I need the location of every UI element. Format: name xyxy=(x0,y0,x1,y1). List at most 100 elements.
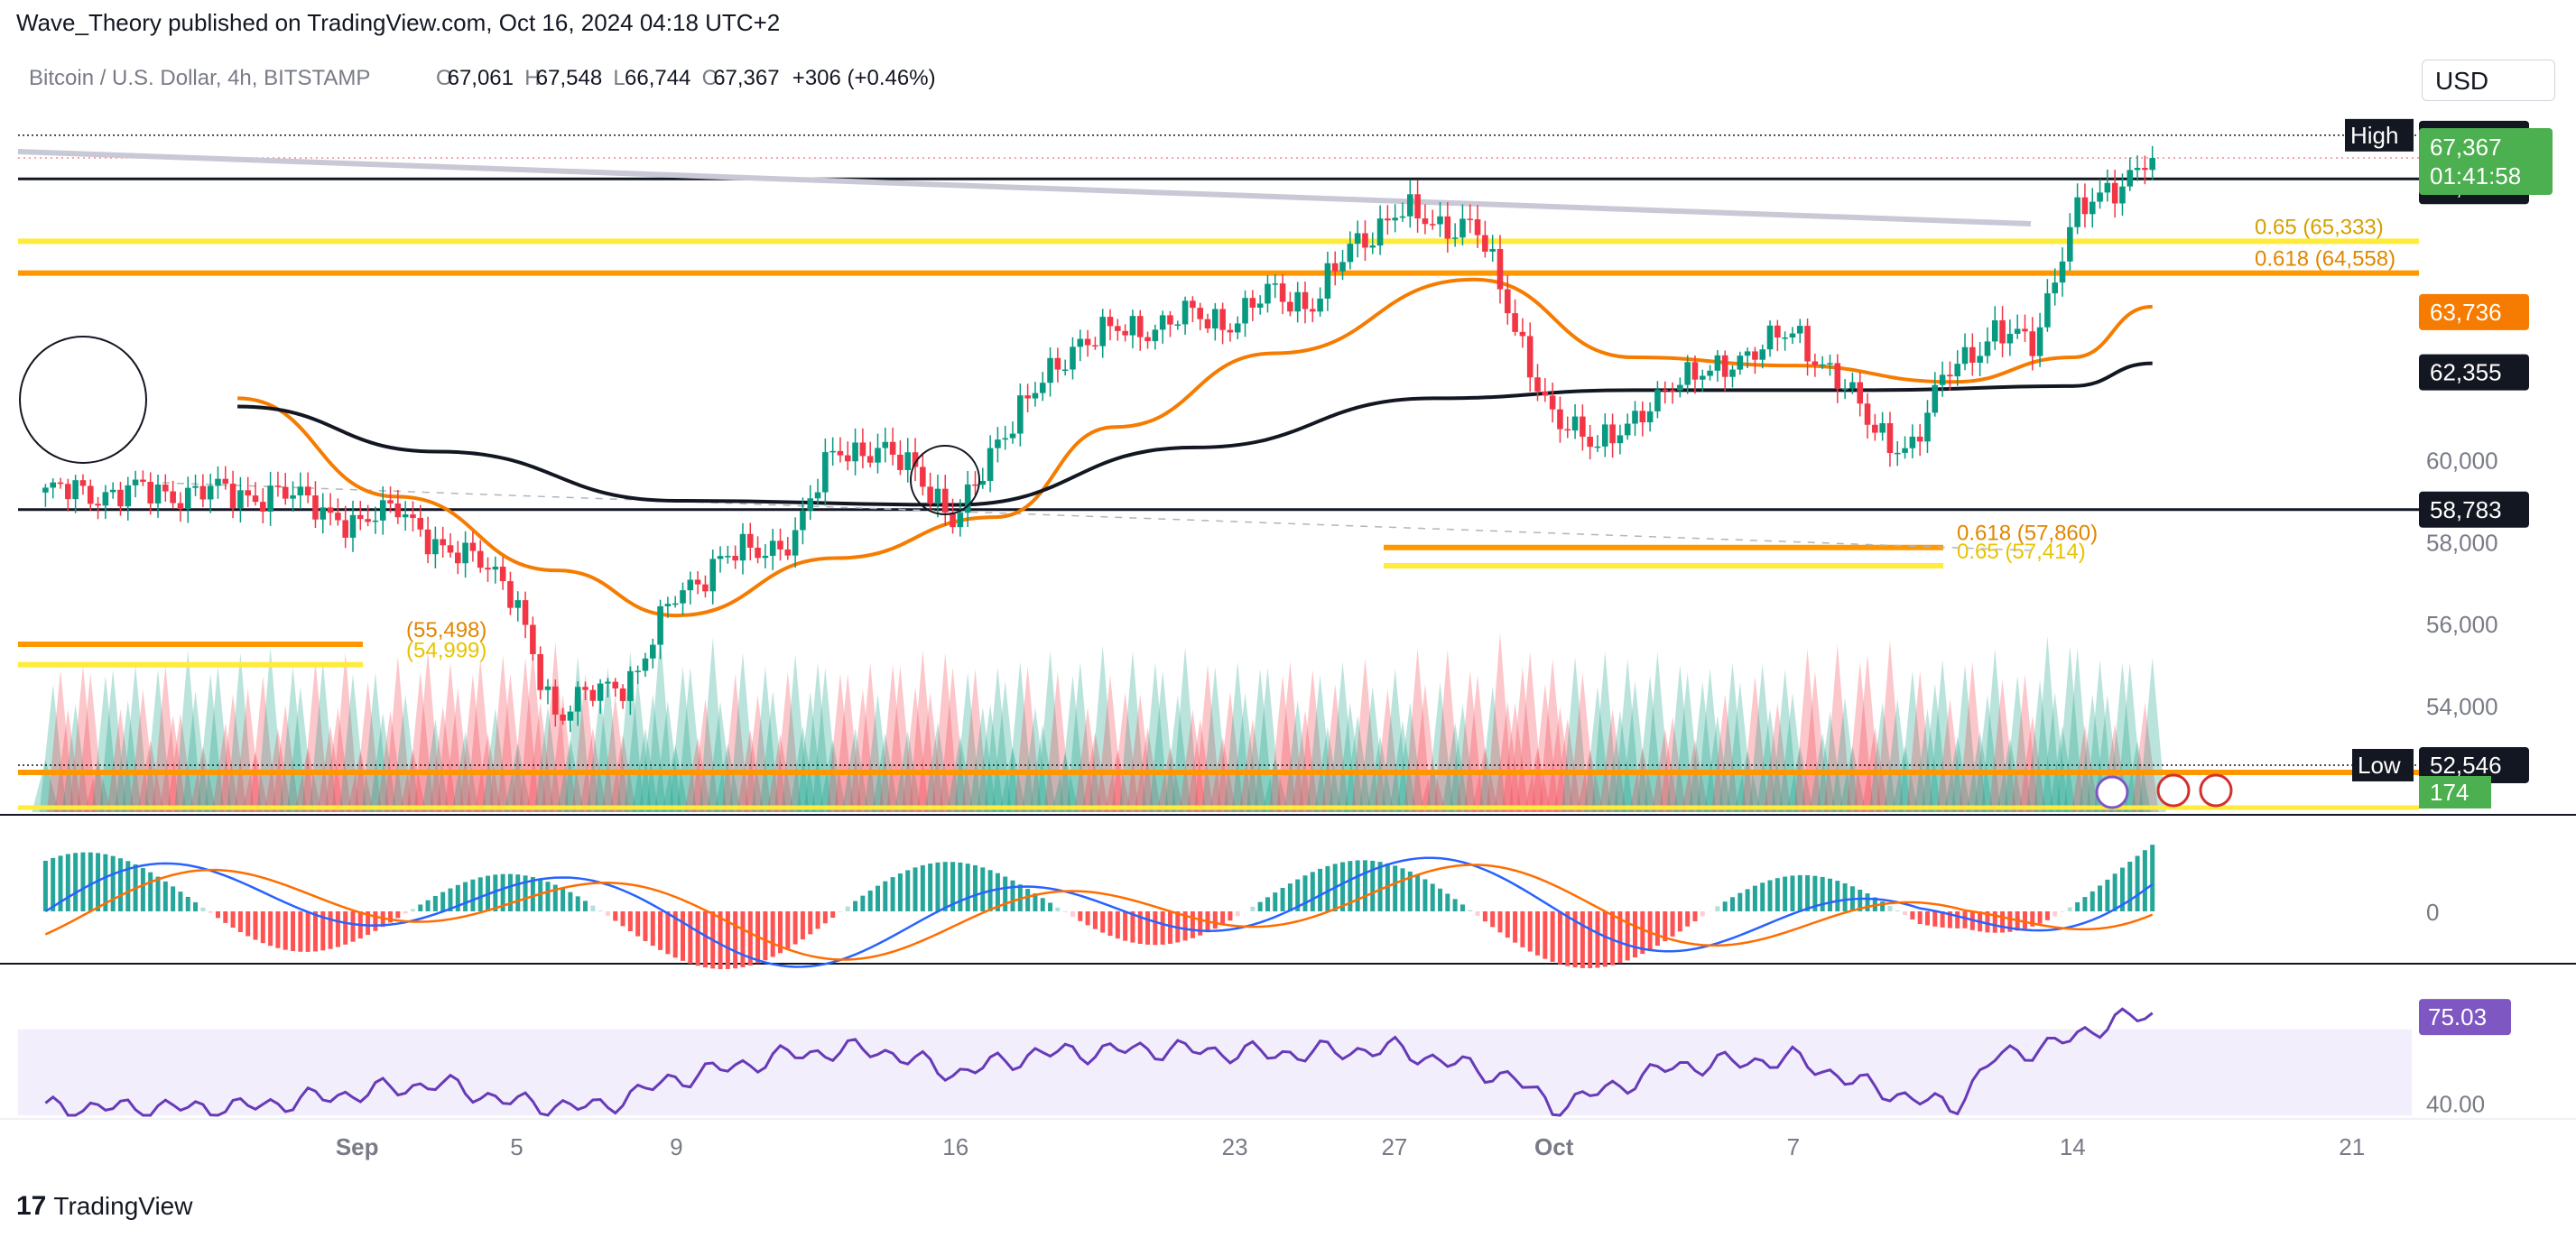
x-tick-label: 21 xyxy=(2339,1133,2365,1160)
macd-histogram-bar xyxy=(770,911,775,957)
macd-histogram-bar xyxy=(237,911,243,932)
macd-histogram-bar xyxy=(1130,911,1135,943)
macd-histogram-bar xyxy=(1153,911,1158,946)
candle-body xyxy=(1002,438,1009,440)
volume-spike xyxy=(1156,746,1184,812)
candles-layer[interactable] xyxy=(42,145,2155,733)
macd-histogram-bar xyxy=(1078,911,1083,921)
volume-spike xyxy=(361,672,389,812)
volume-spike xyxy=(1756,708,1784,812)
candle-body xyxy=(65,484,71,500)
volume-spike xyxy=(1388,720,1417,812)
candle-body xyxy=(260,502,266,513)
candle xyxy=(1324,251,1331,311)
candle-body xyxy=(410,514,416,518)
volume-spike xyxy=(1546,707,1574,812)
candle xyxy=(499,557,506,590)
candle xyxy=(1812,353,1819,377)
candle xyxy=(492,556,499,584)
candle-body xyxy=(1542,391,1549,396)
candle-body xyxy=(1227,329,1234,333)
candle xyxy=(1039,372,1046,402)
volume-spike xyxy=(1778,692,1807,812)
macd-histogram-bar xyxy=(335,911,340,947)
candle xyxy=(1167,310,1173,337)
volume-spike xyxy=(587,691,615,812)
macd-histogram-bar xyxy=(2142,850,2147,911)
macd-histogram-bar xyxy=(2022,911,2027,929)
candle xyxy=(664,596,672,618)
candle-body xyxy=(1841,388,1849,390)
candle-body xyxy=(455,552,461,564)
tradingview-logo[interactable]: 17 TradingView xyxy=(16,1191,192,1222)
currency-button[interactable]: USD xyxy=(2422,60,2555,101)
candle-body xyxy=(664,604,672,606)
candle xyxy=(560,707,566,725)
macd-histogram-bar xyxy=(2000,911,2006,933)
candle xyxy=(934,475,941,518)
candle-body xyxy=(1894,452,1901,455)
candle xyxy=(1032,382,1039,407)
volume-spike xyxy=(601,695,629,812)
candle xyxy=(1752,346,1758,374)
candle xyxy=(342,505,348,549)
candle xyxy=(477,540,484,573)
legend-open: 67,061 xyxy=(448,66,514,90)
volume-spike xyxy=(1021,707,1049,812)
candle xyxy=(792,517,799,568)
candle-body xyxy=(1902,448,1908,453)
candle-body xyxy=(507,581,514,608)
volume-spike xyxy=(1344,715,1372,812)
candle xyxy=(1092,337,1098,350)
macd-histogram-bar xyxy=(1040,898,1045,911)
candle xyxy=(1721,350,1728,392)
candle-body xyxy=(1174,324,1181,326)
candle-body xyxy=(1190,300,1196,309)
legend-low-key: L xyxy=(613,66,625,90)
macd-histogram-bar xyxy=(792,911,798,945)
candle-body xyxy=(50,482,57,488)
macd-histogram-bar xyxy=(171,886,176,911)
levels-layer: 0.65 (65,333) 0.618 (64,558) 0.618 (57,860… xyxy=(18,134,2419,810)
current-price-tag: 67,367 xyxy=(2430,134,2502,161)
macd-histogram-bar xyxy=(260,911,265,944)
volume-spike xyxy=(1126,694,1154,812)
candle xyxy=(829,437,836,467)
candle xyxy=(1212,302,1219,341)
candle xyxy=(875,433,881,474)
candle xyxy=(1152,324,1159,350)
candle-body xyxy=(1399,216,1406,218)
candle xyxy=(1549,383,1556,423)
macd-histogram-bar xyxy=(1505,911,1510,938)
ema50-price-tag: 63,736 xyxy=(2430,299,2502,326)
candle-body xyxy=(1354,233,1361,245)
macd-histogram-bar xyxy=(1602,911,1608,967)
macd-histogram-bar xyxy=(1910,911,1915,920)
candle xyxy=(1947,361,1953,391)
macd-histogram-bar xyxy=(1430,883,1435,911)
candle xyxy=(1159,310,1166,344)
volume-spike xyxy=(392,694,420,812)
candle-body xyxy=(1849,382,1856,389)
candle xyxy=(1219,302,1226,345)
volume-spike xyxy=(848,688,876,812)
macd-histogram-bar xyxy=(1654,911,1660,947)
rsi-tick-label: 40.00 xyxy=(2426,1090,2485,1117)
volume-spike xyxy=(744,694,772,812)
volume-spike xyxy=(1193,664,1222,812)
x-tick-label: Sep xyxy=(336,1133,379,1160)
volume-spike xyxy=(122,665,150,812)
volume-spike xyxy=(197,673,225,812)
candle-body xyxy=(1092,345,1098,347)
candle-body xyxy=(2104,182,2111,193)
candle-body xyxy=(1122,330,1128,336)
fib-level-label: (55,498) xyxy=(406,618,486,642)
candle-body xyxy=(147,481,153,504)
candle-body xyxy=(252,495,259,503)
candle-body xyxy=(1279,283,1286,302)
candle-body xyxy=(912,452,919,467)
candle xyxy=(1609,413,1616,458)
macd-histogram-bar xyxy=(1370,860,1376,911)
candle-body xyxy=(687,579,694,591)
